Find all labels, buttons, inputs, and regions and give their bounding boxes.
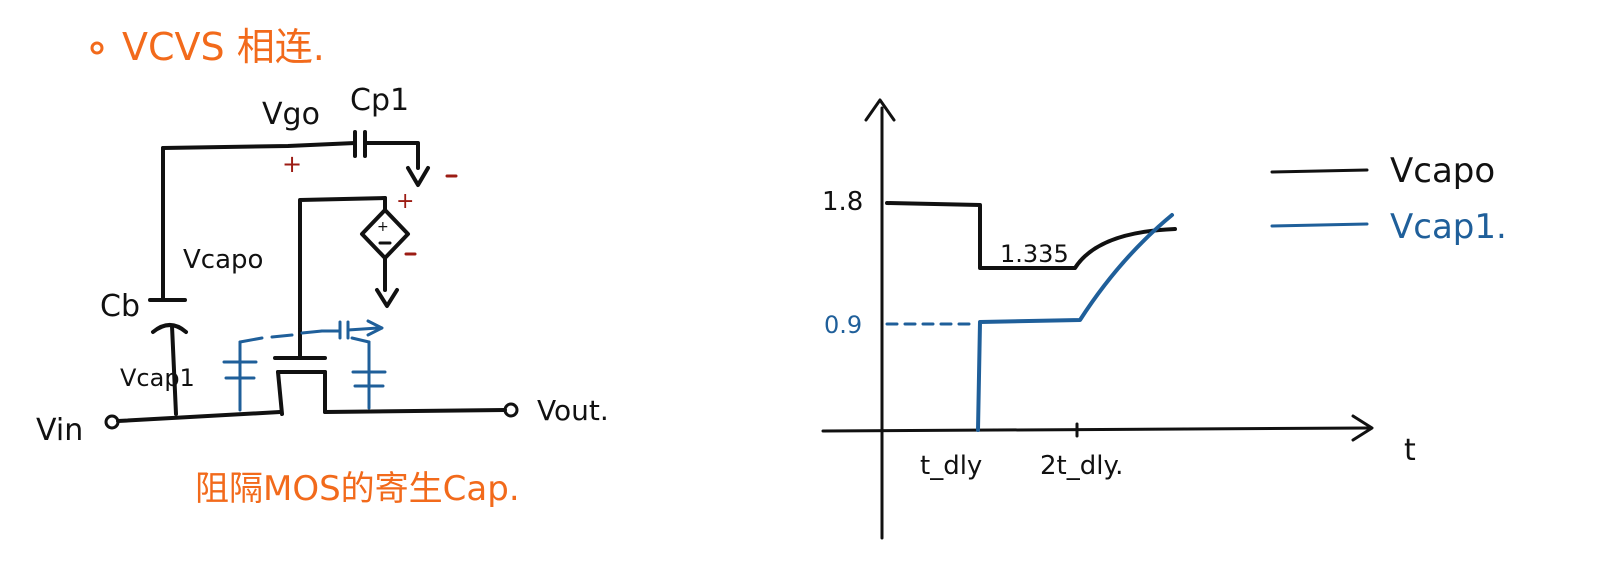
x-axis-label: t [1404, 433, 1416, 468]
mos-source-lead [276, 370, 284, 416]
x-tick-2t-dly: 2t_dly. [1040, 451, 1123, 481]
y-tick-1-8: 1.8 [822, 187, 863, 217]
x-tick-t-dly: t_dly [920, 451, 982, 481]
label-vcap1: Vcap1 [120, 364, 195, 392]
dashed-coupling-right [350, 336, 371, 344]
legend-line-vcapo [1270, 168, 1369, 174]
y-axis-arrow [864, 98, 896, 122]
ground-symbol-top [406, 166, 430, 187]
bullet-dot [90, 41, 104, 55]
coupling-arrow-head [366, 319, 384, 337]
vcvs-plus: + [377, 219, 389, 235]
coupling-arrow-shaft [346, 326, 380, 332]
parasitic-cap-drain [351, 340, 387, 410]
label-vcapo: Vcapo [183, 245, 263, 275]
vin-wire [116, 410, 282, 423]
legend: Vcapo Vcap1. [1270, 151, 1507, 247]
vcap1-curve [976, 213, 1174, 432]
circuit-schematic: VCVS 相连. Vgo Cp1 + + + Vcapo Cb Vcap1 [36, 25, 609, 509]
label-vin: Vin [36, 413, 83, 448]
circuit-heading: VCVS 相连. [122, 25, 325, 69]
label-vout: Vout. [537, 394, 609, 427]
x-axis-arrow [1351, 414, 1374, 442]
vin-terminal[interactable] [104, 414, 120, 430]
x-axis [821, 426, 1370, 433]
cb-lower-wire [170, 324, 178, 416]
vcvs-feed-wire [298, 196, 387, 332]
plus-sign-vgo: + [282, 150, 302, 178]
level-1-335: 1.335 [1000, 240, 1069, 268]
cb-bottom-plate [151, 323, 188, 334]
top-wire [161, 141, 357, 150]
label-cb: Cb [100, 289, 140, 324]
legend-label-vcap1: Vcap1. [1390, 207, 1507, 247]
vout-wire [323, 408, 507, 414]
dashed-coupling-left [238, 329, 324, 344]
cp1-right-wire [363, 141, 420, 170]
ground-symbol-vcvs [375, 288, 399, 308]
parasitic-cap-source [222, 340, 258, 412]
legend-line-vcap1 [1270, 222, 1369, 228]
timing-graph: t 1.8 0.9 t_dly 2t_dly. 1.335 Vcapo Vcap… [821, 98, 1507, 540]
legend-label-vcapo: Vcapo [1390, 151, 1495, 191]
circuit-caption: 阻隔MOS的寄生Cap. [195, 469, 520, 509]
label-vgo: Vgo [262, 97, 320, 132]
vout-terminal[interactable] [503, 402, 519, 418]
y-tick-0-9: 0.9 [824, 311, 862, 339]
label-cp1: Cp1 [350, 83, 409, 118]
plus-sign-vcvs: + [396, 189, 414, 214]
